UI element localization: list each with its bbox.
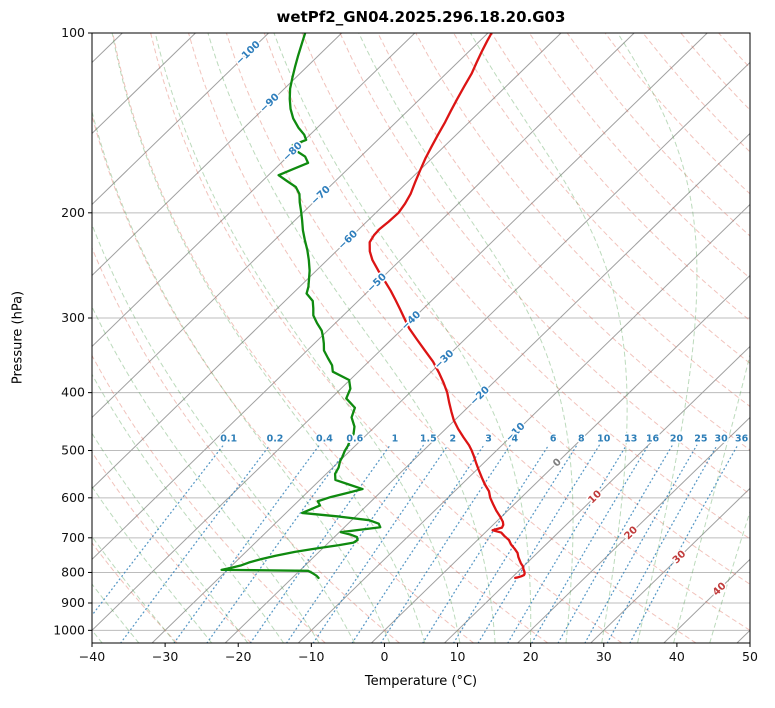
x-tick-label: −10 xyxy=(298,649,324,664)
mixing-ratio-label: 0.2 xyxy=(267,433,284,444)
y-tick-label: 800 xyxy=(61,564,85,579)
mixing-ratio-label: 36 xyxy=(735,433,749,444)
mixing-ratio-label: 1 xyxy=(392,433,399,444)
y-tick-label: 1000 xyxy=(53,622,85,637)
moist-adiabats-group xyxy=(92,33,750,643)
x-tick-label: −40 xyxy=(79,649,105,664)
mixing-ratio-label: 4 xyxy=(511,433,518,444)
x-tick-label: 10 xyxy=(450,649,466,664)
mixing-ratio-label: 0.4 xyxy=(316,433,333,444)
y-tick-label: 700 xyxy=(61,530,85,545)
x-tick-label: 0 xyxy=(380,649,388,664)
y-tick-label: 600 xyxy=(61,490,85,505)
x-tick-label: −20 xyxy=(225,649,251,664)
isotherms-group xyxy=(92,33,750,643)
x-tick-label: 20 xyxy=(523,649,539,664)
chart-title: wetPf2_GN04.2025.296.18.20.G03 xyxy=(276,8,566,26)
line-labels: −100−90−80−70−60−50−40−30−20−10010203040… xyxy=(219,38,750,600)
dewpoint-curve xyxy=(220,33,382,580)
mixing-ratio-label: 2 xyxy=(449,433,456,444)
x-tick-label: 40 xyxy=(669,649,685,664)
mixing-ratio-label: 0.1 xyxy=(220,433,237,444)
mixing-ratio-label: 13 xyxy=(624,433,637,444)
mixing-ratio-label: 8 xyxy=(578,433,585,444)
x-tick-label: −30 xyxy=(152,649,178,664)
mixing-ratio-label: 6 xyxy=(550,433,557,444)
x-tick-label: 30 xyxy=(596,649,612,664)
mixing-ratio-label: 16 xyxy=(646,433,660,444)
mixing-ratio-label: 25 xyxy=(694,433,707,444)
y-tick-label: 400 xyxy=(61,385,85,400)
plot-frame xyxy=(91,32,751,644)
y-axis-label: Pressure (hPa) xyxy=(10,290,26,385)
pressure-gridlines xyxy=(92,33,750,631)
mixing-ratio-label: 10 xyxy=(597,433,611,444)
y-tick-label: 100 xyxy=(61,25,85,40)
mixing-ratio-label: 3 xyxy=(485,433,492,444)
temperature-curve xyxy=(368,33,526,580)
x-axis-label: Temperature (°C) xyxy=(364,674,478,689)
y-tick-label: 300 xyxy=(61,310,85,325)
y-tick-label: 900 xyxy=(61,595,85,610)
y-tick-label: 500 xyxy=(61,443,85,458)
mixing-ratio-label: 1.5 xyxy=(420,433,437,444)
isotherm-label: −100 xyxy=(234,39,263,67)
axis-ticks xyxy=(88,32,751,647)
mixing-ratio-label: 30 xyxy=(714,433,728,444)
y-tick-label: 200 xyxy=(61,205,85,220)
x-tick-label: 50 xyxy=(742,649,758,664)
mixing-ratio-label: 0.6 xyxy=(346,433,363,444)
mixing-ratio-label: 20 xyxy=(670,433,684,444)
dry-adiabats-group xyxy=(92,33,750,643)
mixing-ratio-group xyxy=(92,444,739,643)
